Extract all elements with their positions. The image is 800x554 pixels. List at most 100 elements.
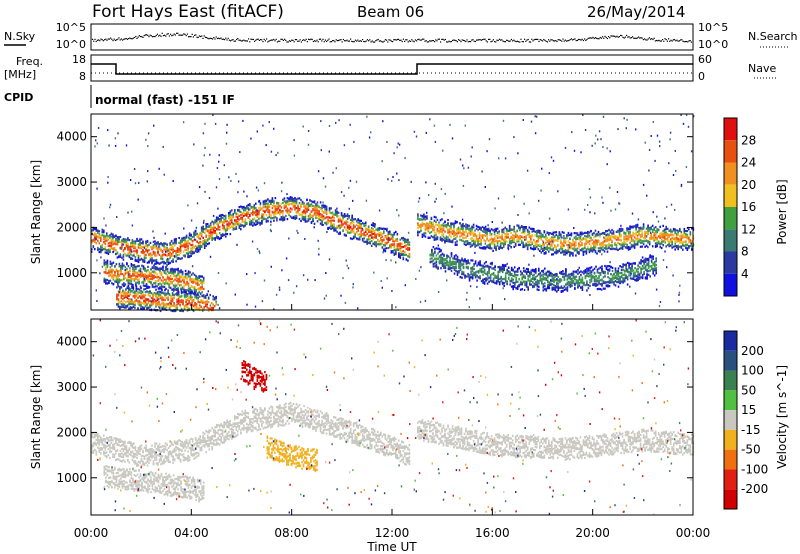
power-cell bbox=[554, 244, 556, 247]
power-cell bbox=[442, 225, 445, 228]
power-cell bbox=[180, 295, 183, 298]
power-cell bbox=[582, 232, 585, 235]
noise-point bbox=[152, 36, 154, 38]
power-cell bbox=[156, 267, 158, 270]
power-cell bbox=[160, 242, 162, 245]
power-cell bbox=[584, 246, 586, 249]
power-cell bbox=[513, 230, 515, 233]
power-cell bbox=[143, 259, 146, 262]
power-cell bbox=[120, 270, 122, 273]
power-cell bbox=[105, 280, 107, 283]
power-cell bbox=[209, 222, 212, 225]
power-cell bbox=[307, 217, 310, 220]
power-cell bbox=[282, 210, 284, 213]
power-cell bbox=[175, 287, 178, 290]
noise-point bbox=[626, 34, 628, 36]
power-cell bbox=[486, 235, 488, 238]
power-cell bbox=[168, 271, 170, 274]
power-cell bbox=[195, 279, 197, 282]
power-cell bbox=[226, 228, 228, 231]
power-cell bbox=[508, 237, 511, 241]
power-cell bbox=[203, 243, 206, 247]
power-cell bbox=[279, 209, 281, 212]
power-cell bbox=[466, 242, 469, 245]
power-cell bbox=[142, 273, 145, 276]
power-cell bbox=[243, 205, 245, 209]
power-cell bbox=[346, 218, 349, 221]
power-cell bbox=[205, 234, 207, 237]
power-cell bbox=[417, 230, 419, 233]
power-cell bbox=[127, 237, 129, 240]
power-cell bbox=[514, 233, 517, 236]
power-cell bbox=[195, 282, 197, 285]
power-cell bbox=[166, 248, 168, 251]
power-cell bbox=[209, 236, 212, 240]
power-cell bbox=[107, 242, 110, 245]
power-cell bbox=[140, 305, 142, 308]
power-cell bbox=[189, 279, 191, 282]
power-cell bbox=[392, 238, 394, 241]
power-cell bbox=[288, 209, 290, 212]
power-cell bbox=[539, 236, 541, 239]
power-cell bbox=[134, 258, 137, 261]
power-cell bbox=[190, 280, 193, 284]
power-cell bbox=[186, 289, 188, 292]
power-cell bbox=[240, 228, 242, 231]
power-cell bbox=[543, 247, 546, 250]
power-cell bbox=[312, 219, 314, 222]
power-cell bbox=[469, 245, 472, 248]
power-cell bbox=[597, 247, 600, 250]
power-cell bbox=[358, 221, 361, 224]
power-cell bbox=[183, 280, 185, 284]
power-cell bbox=[221, 233, 224, 237]
power-cell bbox=[241, 220, 244, 223]
noise-point bbox=[485, 40, 487, 42]
power-cell bbox=[337, 219, 340, 222]
power-cell bbox=[147, 279, 149, 282]
power-cell bbox=[232, 214, 235, 218]
power-cell bbox=[480, 240, 482, 243]
noise-point bbox=[395, 39, 397, 41]
power-cell bbox=[218, 228, 221, 231]
noise-point bbox=[252, 38, 254, 41]
power-cell bbox=[161, 299, 163, 302]
noise-point bbox=[364, 41, 366, 43]
power-cell bbox=[201, 281, 203, 284]
noise-point bbox=[519, 41, 521, 43]
date-title: 26/May/2014 bbox=[587, 3, 685, 21]
power-cell bbox=[591, 238, 594, 242]
power-cell bbox=[228, 212, 230, 215]
noise-point bbox=[220, 37, 222, 39]
power-cell bbox=[480, 228, 482, 231]
noise-point bbox=[670, 39, 672, 41]
power-cell bbox=[460, 239, 463, 242]
power-cell bbox=[169, 256, 171, 259]
power-cell bbox=[172, 272, 175, 275]
power-cell bbox=[298, 213, 301, 216]
power-cell bbox=[191, 236, 194, 239]
power-cell bbox=[201, 299, 204, 303]
power-cell bbox=[523, 230, 526, 233]
noise-point bbox=[369, 39, 371, 41]
power-cell bbox=[392, 251, 394, 254]
power-cell bbox=[189, 275, 191, 278]
power-cell bbox=[154, 262, 156, 265]
power-cell bbox=[130, 243, 132, 246]
power-cell bbox=[168, 286, 170, 289]
power-cell bbox=[238, 222, 241, 225]
power-cell bbox=[546, 248, 549, 251]
power-cell bbox=[508, 244, 511, 247]
power-cell bbox=[389, 245, 391, 248]
power-cell bbox=[546, 245, 549, 248]
noise-point bbox=[324, 39, 326, 41]
noise-point bbox=[392, 41, 394, 43]
power-cell bbox=[214, 229, 216, 233]
power-cell bbox=[496, 242, 499, 245]
power-cell bbox=[593, 249, 595, 252]
noise-point bbox=[641, 37, 643, 39]
noise-point bbox=[207, 37, 209, 39]
power-cell bbox=[154, 251, 156, 254]
power-cell bbox=[127, 238, 129, 242]
power-cell bbox=[120, 268, 122, 271]
power-cell bbox=[167, 303, 169, 306]
